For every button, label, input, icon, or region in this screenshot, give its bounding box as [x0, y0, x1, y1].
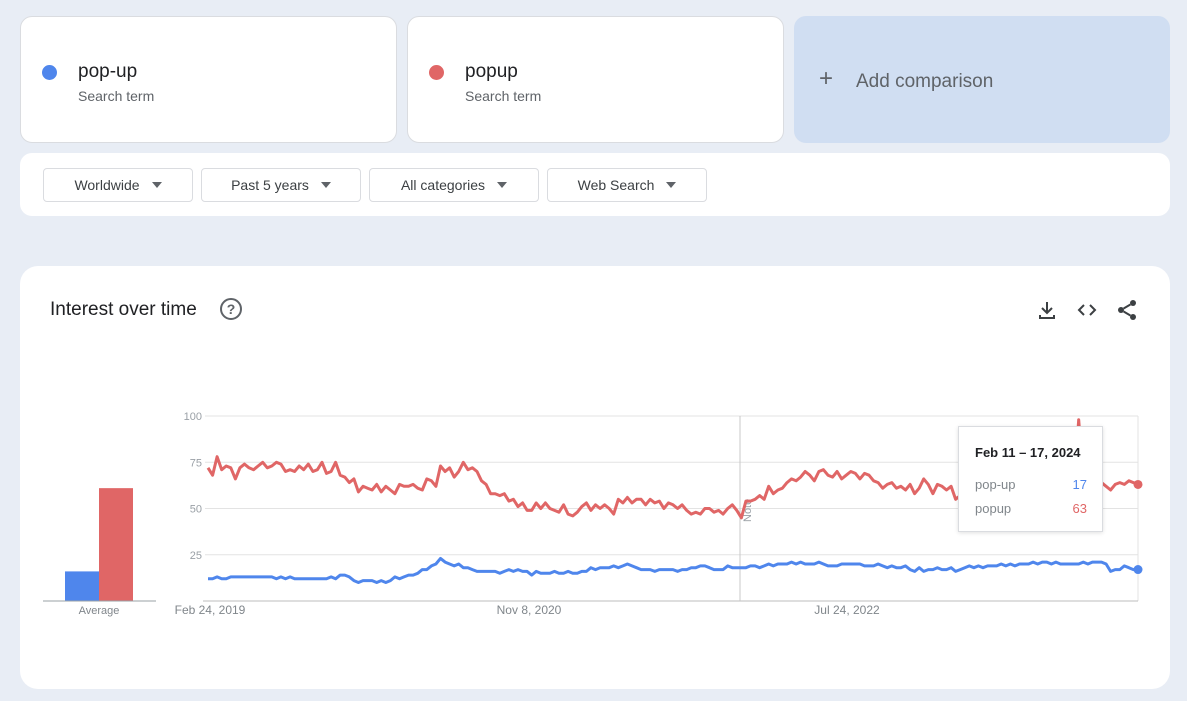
search-term-subtitle: Search term — [465, 88, 542, 104]
series-end-point-popup — [1133, 479, 1143, 489]
add-comparison-button[interactable]: + Add comparison — [794, 16, 1170, 143]
series-color-dot — [42, 65, 57, 80]
download-icon[interactable] — [1035, 298, 1059, 322]
caret-down-icon — [320, 182, 331, 188]
tooltip-date: Feb 11 – 17, 2024 — [975, 445, 1081, 460]
tooltip-value: 63 — [1072, 501, 1087, 516]
x-tick-label: Nov 8, 2020 — [497, 603, 562, 617]
caret-down-icon — [497, 182, 508, 188]
caret-down-icon — [151, 182, 162, 188]
y-tick-label: 75 — [190, 457, 202, 469]
x-tick-label: Jul 24, 2022 — [814, 603, 880, 617]
x-tick-label: Feb 24, 2019 — [175, 603, 246, 617]
search-term-card-pop-up[interactable]: pop-up Search term — [20, 16, 397, 143]
add-comparison-label: Add comparison — [856, 71, 994, 92]
y-tick-label: 50 — [190, 504, 202, 516]
filter-region-dropdown[interactable]: Worldwide — [43, 168, 193, 202]
series-line-pop-up — [208, 556, 1138, 584]
series-color-dot — [429, 65, 444, 80]
filter-label: Worldwide — [74, 177, 140, 193]
average-label: Average — [79, 605, 120, 617]
y-tick-label: 100 — [184, 411, 202, 423]
tooltip-term: pop-up — [975, 477, 1016, 492]
share-icon[interactable] — [1115, 298, 1139, 322]
embed-code-icon[interactable] — [1075, 298, 1099, 322]
filter-search-type-dropdown[interactable]: Web Search — [547, 168, 707, 202]
filter-category-dropdown[interactable]: All categories — [369, 168, 539, 202]
filter-bar: Worldwide Past 5 years All categories We… — [20, 153, 1170, 216]
filter-label: Web Search — [577, 177, 655, 193]
filter-label: All categories — [400, 177, 486, 193]
chart-title: Interest over time — [50, 299, 197, 320]
series-end-point-pop-up — [1133, 565, 1143, 575]
plus-icon: + — [819, 65, 834, 92]
tooltip-value: 17 — [1072, 477, 1087, 492]
help-circle-icon[interactable]: ? — [220, 298, 242, 320]
search-term-name[interactable]: popup — [465, 61, 518, 82]
filter-label: Past 5 years — [231, 177, 309, 193]
tooltip-term: popup — [975, 501, 1012, 516]
caret-down-icon — [666, 182, 677, 188]
average-bar-pop-up — [65, 571, 99, 601]
search-term-card-popup[interactable]: popup Search term — [407, 16, 784, 143]
interest-over-time-card: Interest over time ? 25 50 75 100 Note Feb 24… — [20, 266, 1170, 689]
average-bar-popup — [99, 488, 133, 601]
y-tick-label: 25 — [190, 550, 202, 562]
search-term-name[interactable]: pop-up — [78, 61, 138, 82]
chart-tooltip: Feb 11 – 17, 2024 pop-up 17 popup 63 — [958, 426, 1103, 532]
search-term-subtitle: Search term — [78, 88, 155, 104]
filter-time-range-dropdown[interactable]: Past 5 years — [201, 168, 361, 202]
